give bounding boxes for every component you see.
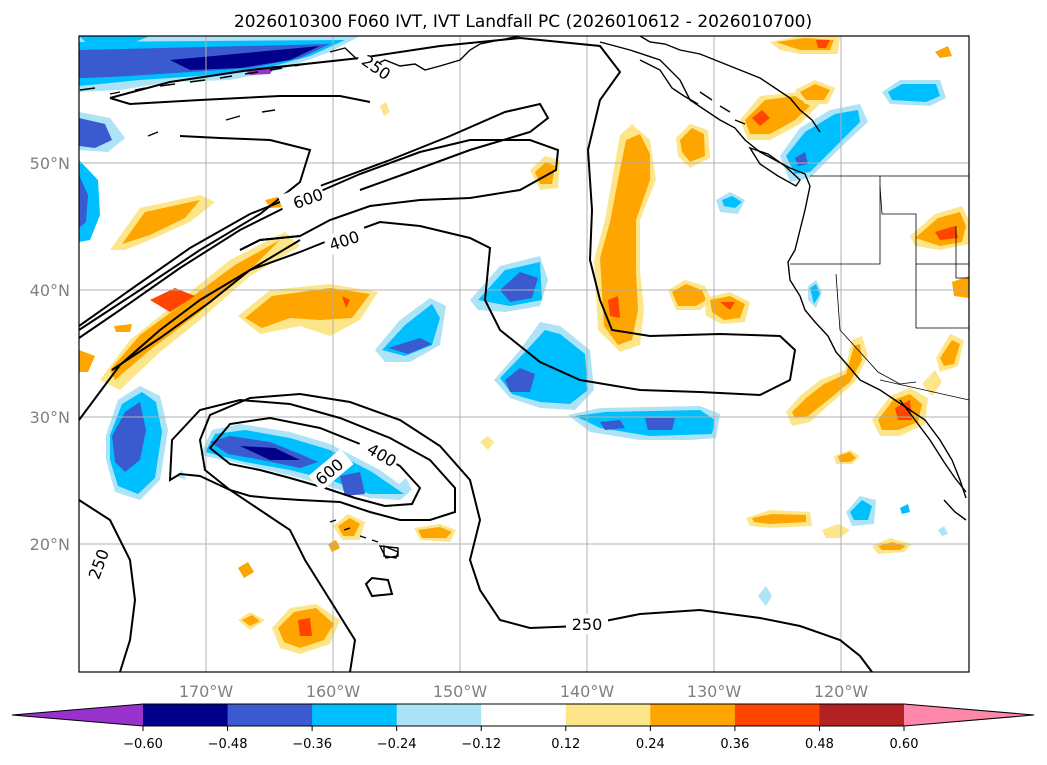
- lon-label-120w: 120°W: [814, 682, 869, 701]
- shading-layer: [79, 36, 969, 654]
- lon-label-150w: 150°W: [433, 682, 488, 701]
- political-borders: [790, 175, 969, 401]
- contour-label-250-bottom: 250: [572, 615, 603, 634]
- colorbar-tick-label: −0.60: [123, 737, 163, 752]
- colorbar-tick-label: −0.12: [461, 737, 501, 752]
- colorbar-box: [565, 704, 651, 726]
- lon-label-140w: 140°W: [560, 682, 615, 701]
- colorbar-tick-label: −0.24: [377, 737, 417, 752]
- lat-label-40n: 40°N: [30, 281, 70, 300]
- colorbar-tick-label: −0.36: [292, 737, 332, 752]
- lat-label-30n: 30°N: [30, 408, 70, 427]
- colorbar-box: [819, 704, 905, 726]
- colorbar-tick-label: 0.24: [636, 737, 665, 752]
- colorbar-box: [650, 704, 736, 726]
- colorbar-tick-label: 0.36: [720, 737, 749, 752]
- colorbar: −0.60 −0.48 −0.36 −0.24 −0.12 0.12 0.24 0.36 0.4…: [11, 703, 1035, 752]
- colorbar-tick-label: 0.48: [805, 737, 834, 752]
- lat-label-20n: 20°N: [30, 535, 70, 554]
- colorbar-box: [396, 704, 482, 726]
- colorbar-tick-label: 0.60: [890, 737, 919, 752]
- lon-label-170w: 170°W: [179, 682, 234, 701]
- colorbar-extension-min: [12, 704, 143, 726]
- colorbar-box: [143, 704, 229, 726]
- colorbar-tick-label: −0.48: [208, 737, 248, 752]
- colorbar-tick-label: 0.12: [551, 737, 580, 752]
- colorbar-box: [312, 704, 398, 726]
- lat-label-50n: 50°N: [30, 154, 70, 173]
- coastlines: [79, 36, 967, 559]
- lon-label-130w: 130°W: [687, 682, 742, 701]
- map-frame: [78, 35, 970, 673]
- lon-label-160w: 160°W: [306, 682, 361, 701]
- map-title: 2026010300 F060 IVT, IVT Landfall PC (20…: [234, 12, 812, 32]
- colorbar-box: [481, 704, 567, 726]
- colorbar-extension-max: [904, 704, 1034, 726]
- colorbar-box: [734, 704, 820, 726]
- longitude-labels: 170°W 160°W 150°W 140°W 130°W 120°W: [179, 682, 869, 701]
- graticule: [79, 36, 969, 672]
- latitude-labels: 50°N 40°N 30°N 20°N: [30, 154, 70, 554]
- colorbar-box: [227, 704, 313, 726]
